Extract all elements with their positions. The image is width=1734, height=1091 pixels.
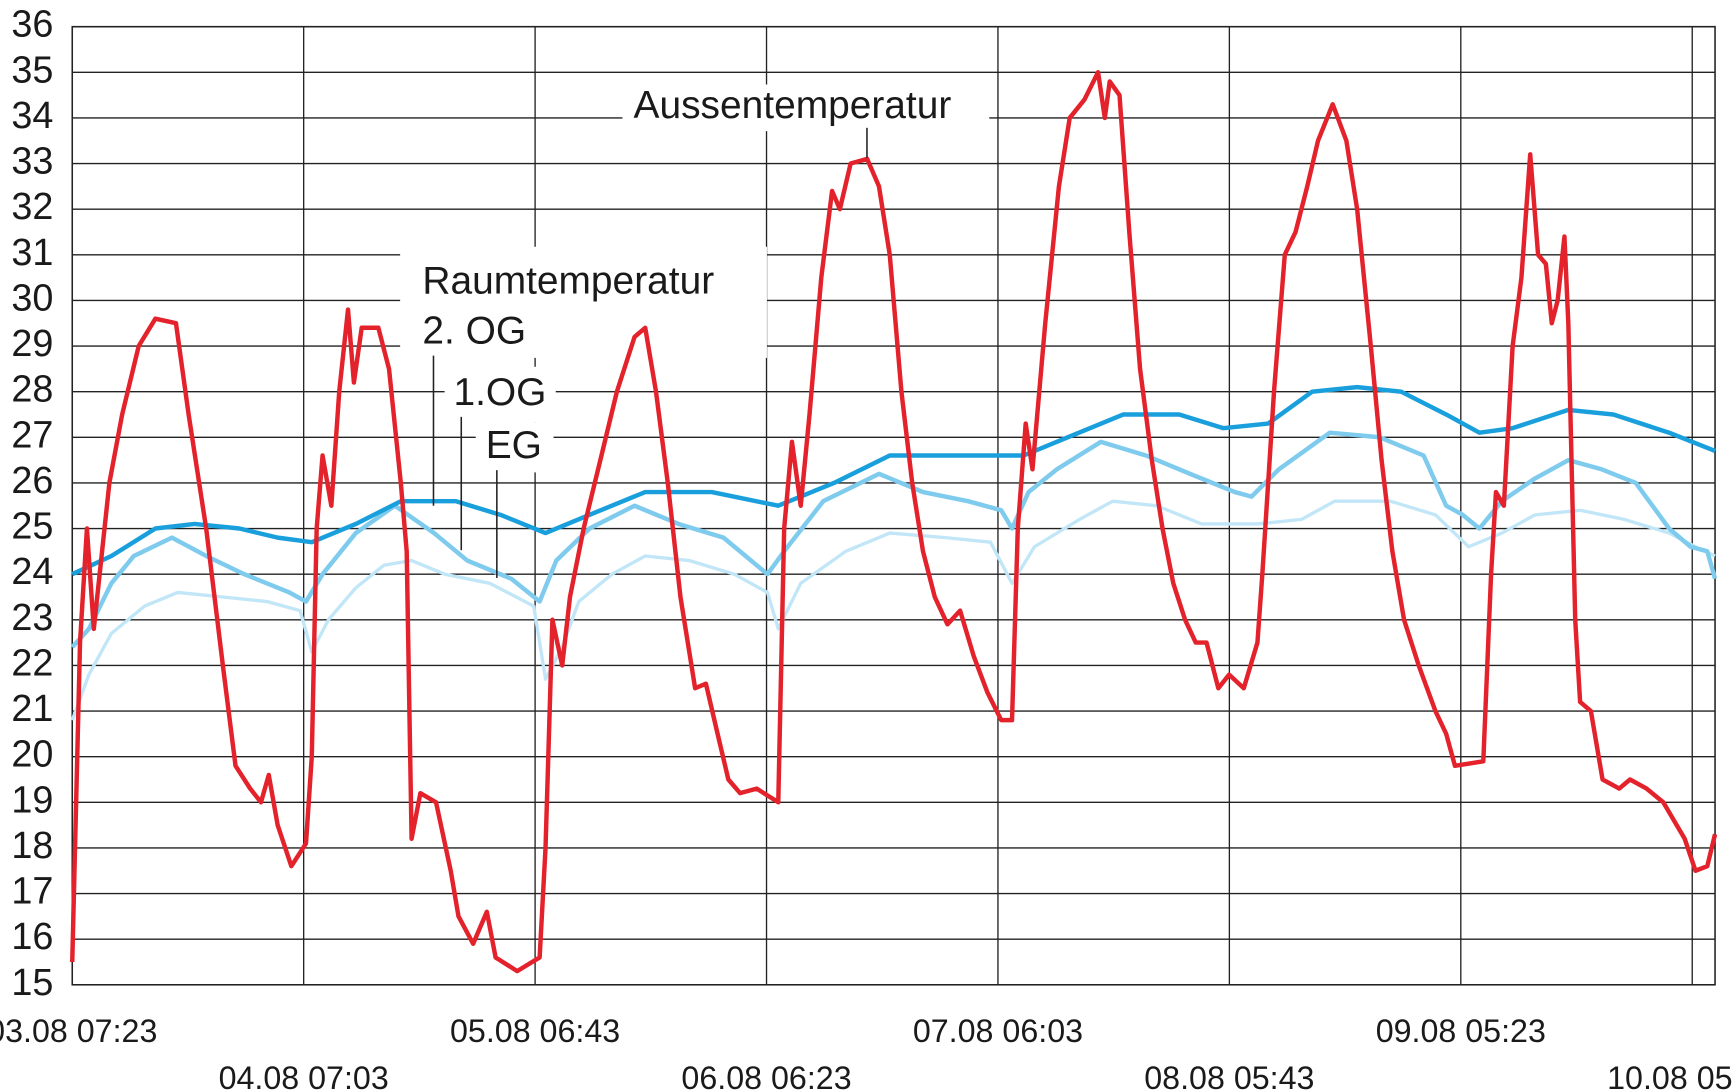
series-line [70,70,1718,974]
y-tick-label: 17 [11,871,53,913]
x-tick-label: 04.08 07:03 [219,1060,389,1091]
series-line [71,384,1716,577]
x-tick-label: 06.08 06:23 [681,1060,851,1091]
y-tick-label: 20 [11,734,53,776]
y-tick-label: 34 [11,95,53,137]
x-tick-label: 10.08 05:03 [1607,1060,1734,1091]
y-tick-label: 27 [11,414,53,456]
y-tick-label: 31 [11,232,53,274]
y-tick-label: 19 [11,779,53,821]
label-bg [400,246,767,358]
x-tick-label: 07.08 06:03 [913,1013,1083,1049]
x-tick-label: 09.08 05:23 [1376,1013,1546,1049]
y-tick-label: 28 [11,369,53,411]
series-label: EG [486,424,542,467]
y-tick-label: 15 [11,962,53,1004]
y-tick-label: 16 [11,916,53,958]
series-label: 1.OG [453,371,546,414]
y-tick-label: 29 [11,323,53,365]
y-tick-label: 33 [11,141,53,183]
y-tick-label: 25 [11,506,53,548]
label-bg [622,84,990,132]
x-tick-label: 08.08 05:43 [1144,1060,1314,1091]
label-bg [475,422,554,473]
plot-root: 1516171819202122232425262728293031323334… [0,4,1734,1091]
y-tick-label: 26 [11,460,53,502]
x-tick-label: 05.08 06:43 [450,1013,620,1049]
y-tick-label: 32 [11,186,53,228]
series-line [70,499,1716,721]
y-tick-label: 24 [11,551,53,593]
y-tick-label: 23 [11,597,53,639]
y-tick-label: 30 [11,277,53,319]
y-tick-label: 36 [11,4,53,46]
plot-frame [71,25,1716,986]
y-tick-label: 18 [11,825,53,867]
series-label: Aussentemperatur [634,84,952,127]
y-tick-label: 35 [11,49,53,91]
series-label: 2. OG [422,310,526,353]
x-tick-label: 03.08 07:23 [0,1013,157,1049]
label-bg [444,366,556,423]
y-tick-label: 21 [11,688,53,730]
annotation: Raumtemperatur [422,260,714,303]
y-tick-label: 22 [11,642,53,684]
